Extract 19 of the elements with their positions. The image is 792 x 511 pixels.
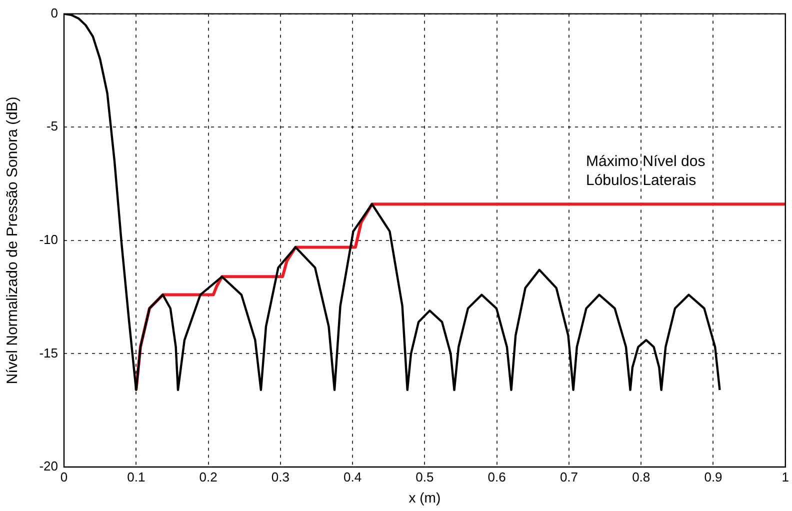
y-tick-label: -20 — [39, 458, 58, 474]
annotation: Máximo Nível dos Lóbulos Laterais — [586, 152, 706, 190]
x-tick-label: 0.7 — [560, 469, 578, 484]
y-axis-title: Nível Normalizado de Pressão Sonora (dB) — [4, 96, 22, 384]
x-axis-title: x (m) — [408, 489, 441, 506]
x-tick-label: 0.3 — [271, 469, 290, 484]
x-tick-label: 0 — [60, 469, 68, 484]
x-tick-label: 0.8 — [632, 469, 650, 484]
y-tick-label: -15 — [39, 345, 58, 360]
y-tick-label: -10 — [39, 232, 58, 247]
x-tick-label: 0.6 — [488, 469, 506, 484]
x-tick-label: 0.4 — [344, 469, 362, 484]
x-tick-label: 0.2 — [199, 469, 218, 484]
x-tick-label: 0.5 — [416, 469, 434, 484]
x-tick-label: 1 — [782, 469, 789, 484]
x-tick-label: 0.1 — [127, 469, 146, 484]
x-tick-label: 0.9 — [704, 469, 722, 484]
y-tick-label: -5 — [46, 118, 58, 134]
y-tick-label: 0 — [50, 5, 58, 20]
